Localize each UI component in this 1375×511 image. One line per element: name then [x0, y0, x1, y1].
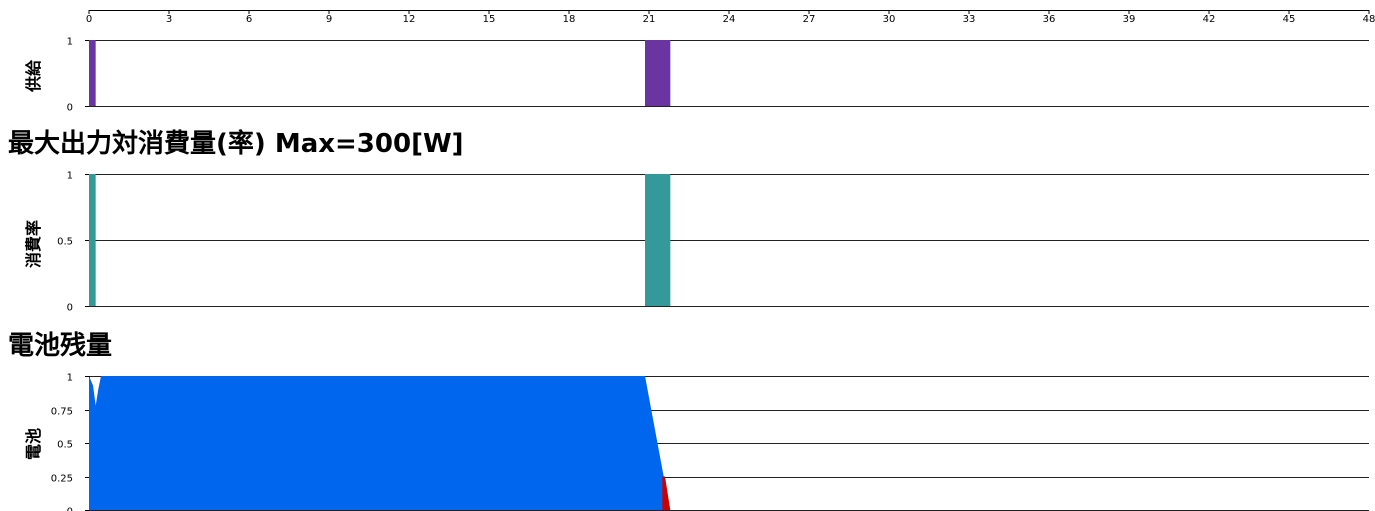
panel-2: 0 0.25 0.5 0.75 1 — [51, 373, 1369, 511]
y-tick-label: 1 — [67, 373, 73, 384]
x-tick-label: 48 — [1363, 14, 1375, 25]
y-tick-label: 0 — [67, 303, 73, 314]
x-tick-label: 18 — [563, 14, 576, 25]
bar — [89, 40, 96, 106]
bar — [645, 174, 671, 306]
panel-1: 00.51 — [57, 171, 1369, 314]
x-tick-label: 39 — [1123, 14, 1136, 25]
x-tick-label: 15 — [483, 14, 496, 25]
area-series — [662, 476, 671, 510]
y-tick-label: 0.5 — [57, 440, 73, 451]
x-tick-label: 12 — [403, 14, 416, 25]
y-tick-label: 1 — [67, 37, 73, 48]
x-tick-label: 33 — [963, 14, 976, 25]
y-axis-label-battery: 電池 — [24, 427, 44, 461]
y-tick-label: 0.25 — [51, 474, 73, 485]
x-tick-label: 21 — [643, 14, 656, 25]
y-tick-label: 1 — [67, 171, 73, 182]
y-axis-label-supply: 供給 — [24, 59, 44, 93]
panel-0: 01 — [67, 37, 1369, 114]
x-tick-label: 27 — [803, 14, 816, 25]
y-tick-label: 0.5 — [57, 237, 73, 248]
y-tick-label: 0 — [67, 103, 73, 114]
x-tick-label: 9 — [326, 14, 332, 25]
x-tick-label: 0 — [86, 14, 92, 25]
x-tick-label: 36 — [1043, 14, 1056, 25]
x-tick-label: 45 — [1283, 14, 1296, 25]
x-tick-label: 30 — [883, 14, 896, 25]
x-tick-label: 24 — [723, 14, 736, 25]
bar — [89, 174, 96, 306]
y-tick-label: 0 — [67, 507, 73, 511]
bar — [645, 40, 671, 106]
panel-title-battery: 電池残量 — [8, 331, 113, 361]
area-series — [89, 376, 664, 510]
panel-title-consumption-rate: 最大出力対消費量(率) Max=300[W] — [8, 129, 464, 159]
x-tick-label: 3 — [166, 14, 172, 25]
y-tick-label: 0.75 — [51, 407, 73, 418]
x-tick-label: 42 — [1203, 14, 1216, 25]
y-axis-label-consumption-rate: 消費率 — [24, 219, 44, 269]
x-tick-label: 6 — [246, 14, 252, 25]
